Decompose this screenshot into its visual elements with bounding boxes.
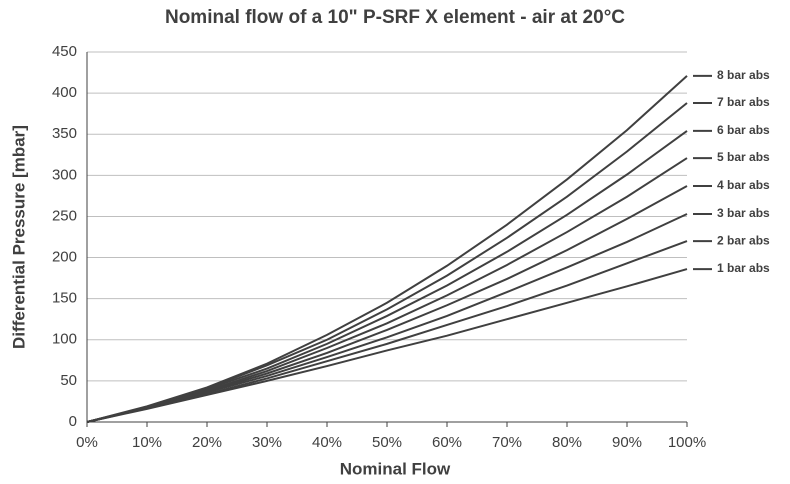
y-tick-label: 250 <box>52 207 77 224</box>
legend-label: 7 bar abs <box>717 95 770 109</box>
x-tick-label: 20% <box>192 434 222 451</box>
series-line <box>86 75 688 423</box>
x-tick-label: 100% <box>668 434 706 451</box>
y-tick-label: 150 <box>52 290 77 307</box>
y-tick-label: 100 <box>52 331 77 348</box>
y-tick-label: 0 <box>69 413 77 430</box>
legend-label: 4 bar abs <box>717 178 770 192</box>
legend-label: 8 bar abs <box>717 68 770 82</box>
x-tick-label: 40% <box>312 434 342 451</box>
x-tick-label: 30% <box>252 434 282 451</box>
legend-label: 2 bar abs <box>717 233 770 247</box>
legend-label: 5 bar abs <box>717 150 770 164</box>
y-tick-label: 350 <box>52 125 77 142</box>
x-tick-label: 50% <box>372 434 402 451</box>
x-axis-label: Nominal Flow <box>340 459 451 478</box>
x-tick-label: 10% <box>132 434 162 451</box>
legend-label: 1 bar abs <box>717 261 770 275</box>
x-tick-label: 80% <box>552 434 582 451</box>
y-axis-label: Differential Pressure [mbar] <box>9 125 28 349</box>
series-line <box>86 213 688 423</box>
series-line <box>86 102 688 423</box>
legend-label: 6 bar abs <box>717 123 770 137</box>
y-tick-label: 50 <box>60 372 77 389</box>
legend-label: 3 bar abs <box>717 206 770 220</box>
series-line <box>86 157 688 423</box>
x-tick-label: 90% <box>612 434 642 451</box>
y-tick-label: 450 <box>52 43 77 60</box>
y-tick-label: 400 <box>52 84 77 101</box>
x-tick-label: 70% <box>492 434 522 451</box>
series-line <box>86 240 688 423</box>
x-tick-label: 0% <box>76 434 98 451</box>
series-line <box>86 185 688 423</box>
chart-title: Nominal flow of a 10" P-SRF X element - … <box>165 7 625 28</box>
y-tick-label: 300 <box>52 166 77 183</box>
y-tick-label: 200 <box>52 249 77 266</box>
x-tick-label: 60% <box>432 434 462 451</box>
